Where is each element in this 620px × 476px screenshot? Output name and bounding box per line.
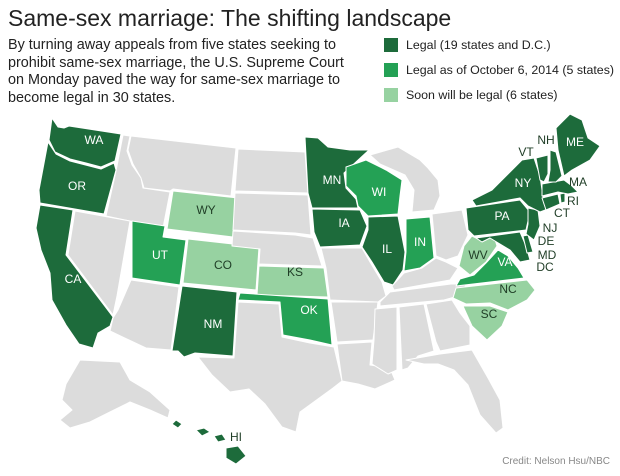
- legend-label-oct6: Legal as of October 6, 2014 (5 states): [406, 63, 615, 77]
- label-vt: VT: [518, 145, 534, 159]
- state-wi: [345, 159, 403, 217]
- label-nm: NM: [204, 317, 223, 331]
- legend-swatch-legal: [384, 38, 398, 52]
- legend-swatch-soon: [384, 88, 398, 102]
- label-ct: CT: [554, 206, 571, 220]
- state-ma: [541, 179, 579, 197]
- label-wi: WI: [372, 185, 387, 199]
- state-nm: [171, 285, 238, 358]
- state-il: [361, 215, 406, 286]
- state-ut: [131, 220, 187, 286]
- state-ks: [256, 265, 329, 298]
- label-hi: HI: [230, 430, 242, 444]
- legend-label-soon: Soon will be legal (6 states): [406, 88, 558, 102]
- credit-line: Credit: Nelson Hsu/NBC: [502, 456, 610, 467]
- state-nh: [547, 149, 563, 183]
- state-mn: [304, 136, 370, 209]
- state-tx: [197, 301, 343, 433]
- state-sc: [462, 305, 509, 341]
- label-nj: NJ: [543, 221, 558, 235]
- label-ks: KS: [287, 265, 303, 279]
- state-fl: [405, 349, 504, 434]
- state-hi: [171, 419, 247, 465]
- state-sd: [232, 192, 312, 236]
- state-nv: [67, 210, 131, 316]
- state-wa: [48, 117, 122, 168]
- label-wy: WY: [196, 203, 215, 217]
- state-ia: [311, 208, 368, 248]
- legend-item-oct6: Legal as of October 6, 2014 (5 states): [384, 61, 616, 86]
- state-de: [522, 234, 534, 254]
- state-al: [398, 303, 435, 371]
- state-md: [475, 231, 531, 263]
- state-az: [109, 279, 180, 351]
- state-ca: [35, 204, 114, 349]
- label-nc: NC: [499, 282, 517, 296]
- legend-item-soon: Soon will be legal (6 states): [384, 86, 616, 111]
- label-ok: OK: [300, 303, 317, 317]
- state-ms: [371, 306, 398, 375]
- label-wv: WV: [468, 248, 487, 262]
- label-ny: NY: [515, 176, 532, 190]
- state-pa: [465, 199, 531, 237]
- state-ky: [391, 257, 459, 291]
- label-dc: DC: [536, 260, 554, 274]
- label-in: IN: [414, 235, 426, 249]
- state-ar: [330, 301, 379, 343]
- state-nc: [452, 279, 536, 311]
- state-ak: [59, 359, 171, 429]
- label-il: IL: [382, 242, 392, 256]
- label-de: DE: [538, 234, 555, 248]
- state-la: [336, 341, 396, 390]
- label-ri: RI: [567, 194, 579, 208]
- state-ct: [541, 193, 561, 211]
- map-title: Same-sex marriage: The shifting landscap…: [8, 5, 452, 31]
- state-ga: [425, 299, 471, 352]
- label-co: CO: [214, 258, 232, 272]
- label-va: VA: [497, 255, 512, 269]
- label-or: OR: [68, 179, 86, 193]
- label-md: MD: [538, 248, 557, 262]
- state-nd: [234, 148, 309, 194]
- state-vt: [535, 154, 549, 183]
- legend-label-legal: Legal (19 states and D.C.): [406, 38, 551, 52]
- label-ca: CA: [65, 272, 82, 286]
- label-wa: WA: [85, 133, 104, 147]
- label-ia: IA: [338, 216, 349, 230]
- state-me: [555, 113, 601, 177]
- state-oh: [431, 209, 469, 261]
- state-ok: [237, 292, 333, 346]
- state-ne: [231, 230, 323, 267]
- state-ri: [559, 192, 566, 204]
- label-sc: SC: [481, 307, 498, 321]
- legend: Legal (19 states and D.C.) Legal as of O…: [384, 36, 616, 111]
- label-mn: MN: [323, 173, 342, 187]
- state-in: [403, 216, 435, 272]
- state-mt: [127, 135, 237, 197]
- state-mi: [369, 146, 441, 213]
- state-va: [455, 249, 525, 287]
- label-ut: UT: [152, 248, 169, 262]
- label-nh: NH: [537, 133, 554, 147]
- intro-text: By turning away appeals from five states…: [8, 37, 344, 106]
- label-pa: PA: [494, 209, 509, 223]
- legend-swatch-oct6: [384, 63, 398, 77]
- legend-item-legal: Legal (19 states and D.C.): [384, 36, 616, 61]
- label-me: ME: [566, 135, 584, 149]
- label-ma: MA: [569, 175, 587, 189]
- state-id: [105, 134, 171, 229]
- state-or: [38, 141, 117, 215]
- state-wv: [458, 235, 498, 276]
